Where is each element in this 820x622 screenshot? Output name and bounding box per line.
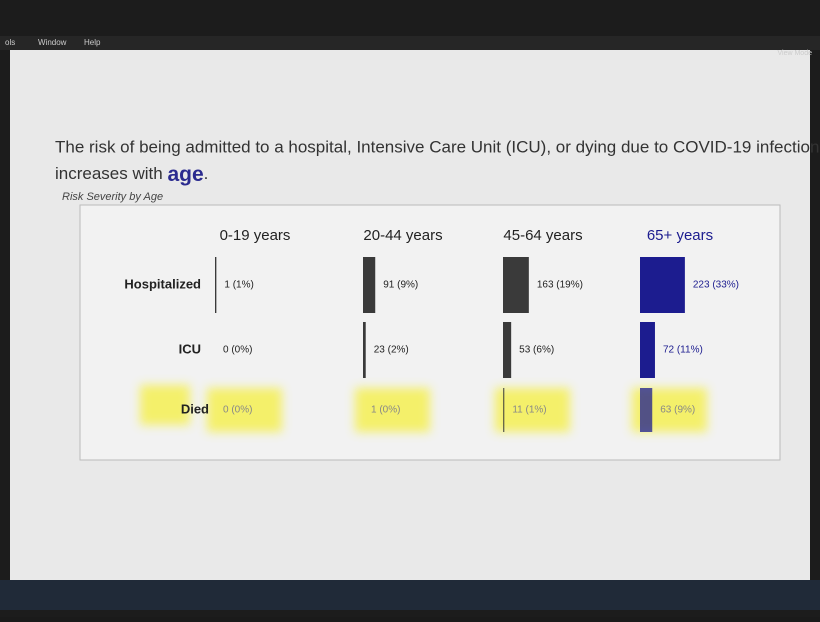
column-label: 20-44 years [363, 227, 442, 244]
column-label: 45-64 years [503, 227, 582, 244]
highlight [207, 388, 282, 432]
title-emphasis: age [167, 163, 203, 186]
bar [215, 257, 217, 313]
bar [503, 322, 512, 378]
highlight [140, 385, 190, 425]
bar [640, 322, 655, 378]
bar [503, 257, 529, 313]
subtitle: Risk Severity by Age [62, 191, 163, 203]
menu-item[interactable]: Window [38, 38, 67, 47]
value-label: 72 (11%) [663, 345, 703, 356]
row-label: Died [181, 401, 209, 416]
menu-bar [0, 36, 820, 50]
chart: 0-19 years 20-44 years 45-64 years 65+ year… [124, 227, 739, 432]
column-label: 0-19 years [220, 227, 291, 244]
bar [640, 257, 685, 313]
value-label: 63 (9%) [660, 405, 695, 416]
row-label: Hospitalized [124, 276, 201, 291]
value-label: 163 (19%) [537, 280, 583, 291]
bar [363, 257, 376, 313]
taskbar [0, 580, 820, 610]
menu-item[interactable]: Help [84, 38, 101, 47]
value-label: 11 (1%) [512, 405, 546, 416]
title: increases with age. [55, 163, 208, 186]
column-label: 65+ years [647, 227, 713, 244]
title-text: increases with [55, 164, 163, 183]
value-label: 53 (6%) [519, 345, 554, 356]
view-mode[interactable]: View Mode [777, 50, 812, 57]
highlight [495, 388, 570, 432]
value-label: 91 (9%) [383, 280, 418, 291]
title: The risk of being admitted to a hospital… [55, 137, 819, 156]
value-label: 23 (2%) [374, 345, 409, 356]
bar [363, 322, 366, 378]
value-label: 0 (0%) [223, 345, 252, 356]
value-label: 0 (0%) [223, 405, 252, 416]
row-label: ICU [179, 341, 201, 356]
highlight [355, 388, 430, 432]
title-end: . [204, 164, 209, 183]
value-label: 1 (1%) [224, 280, 253, 291]
value-label: 223 (33%) [693, 280, 739, 291]
bar [503, 388, 505, 432]
bar [640, 388, 653, 432]
value-label: 1 (0%) [371, 405, 400, 416]
menu-item[interactable]: ols [5, 38, 15, 47]
